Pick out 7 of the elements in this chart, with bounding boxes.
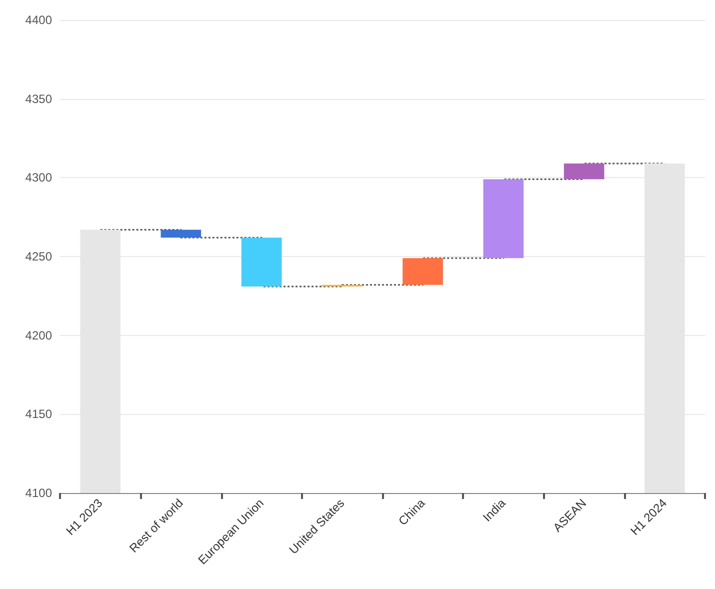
y-tick-label: 4200	[25, 328, 52, 342]
y-tick-label: 4350	[25, 92, 52, 106]
y-tick-label: 4400	[25, 13, 52, 27]
y-tick-label: 4100	[25, 486, 52, 500]
y-tick-label: 4150	[25, 407, 52, 422]
y-tick-label: 4250	[25, 250, 52, 264]
y-tick-label: 4300	[25, 170, 52, 185]
